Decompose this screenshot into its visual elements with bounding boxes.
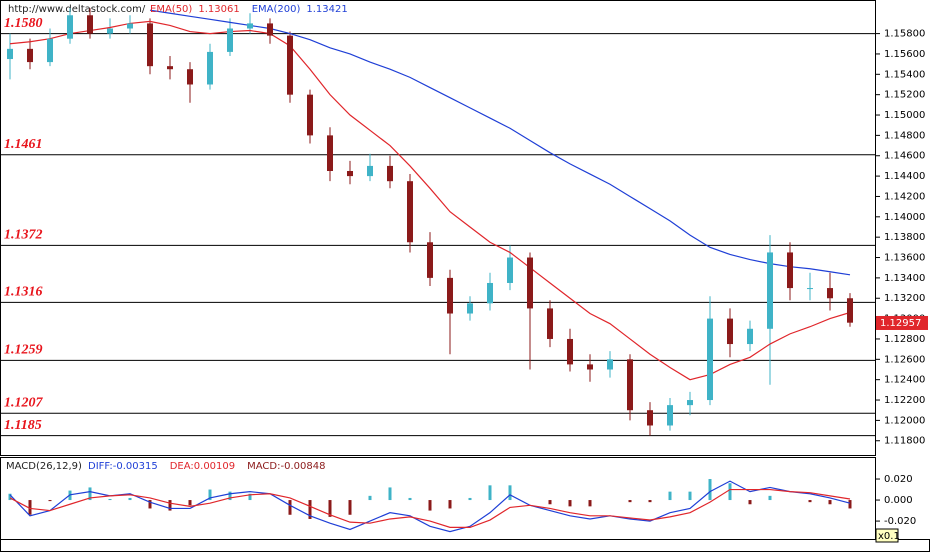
candle-body	[587, 364, 593, 370]
price-frame	[0, 0, 876, 456]
candle-body	[387, 165, 393, 182]
candle-body	[107, 28, 113, 34]
candle-body	[47, 38, 53, 63]
y-tick-label: 1.12800	[884, 334, 925, 345]
candle-body	[347, 171, 353, 177]
candle-body	[67, 15, 73, 39]
y-tick-label: 1.13800	[884, 232, 925, 243]
candle-body	[847, 298, 853, 323]
candle-body	[767, 252, 773, 329]
y-tick-label: 1.12200	[884, 395, 925, 406]
candle-body	[247, 23, 253, 29]
candle-body	[207, 51, 213, 85]
y-tick-label: 1.12400	[884, 375, 925, 386]
y-tick-label: 1.15000	[884, 110, 925, 121]
y-tick-label: 1.14800	[884, 130, 925, 141]
candle-body	[7, 48, 13, 60]
y-tick-label: 1.13400	[884, 273, 925, 284]
level-label: 1.1316	[4, 285, 43, 300]
legend-value: 1.13421	[306, 4, 347, 15]
candle-body	[527, 257, 533, 309]
level-label: 1.1185	[4, 418, 42, 433]
last-price-label: 1.12957	[880, 318, 921, 329]
candle-body	[547, 308, 553, 339]
legend-name: EMA(200)	[252, 4, 301, 15]
legend-value: 1.13061	[198, 4, 239, 15]
y-tick-label: 1.11800	[884, 436, 925, 447]
candle-body	[467, 303, 473, 314]
candle-body	[147, 23, 153, 67]
candle-body	[287, 35, 293, 95]
candle-body	[607, 359, 613, 370]
macd-plot	[8, 479, 852, 533]
legend-entry: DEA:0.00109	[170, 461, 235, 472]
y-tick-label: 1.14200	[884, 191, 925, 202]
candle-body	[807, 288, 813, 290]
source-url: http://www.deltastock.com/	[8, 4, 146, 15]
candle-body	[267, 23, 273, 36]
y-tick-label: 1.14600	[884, 151, 925, 162]
price-plot	[0, 8, 875, 437]
last-price-box	[876, 315, 928, 330]
candle-body	[447, 277, 453, 314]
level-label: 1.1372	[4, 228, 43, 243]
scale-label: x0.1	[878, 531, 900, 542]
candle-body	[307, 94, 313, 136]
candle-body	[507, 257, 513, 283]
y-tick-label: -0.020	[884, 516, 916, 527]
ema-line	[149, 9, 851, 276]
y-tick-label: 1.15800	[884, 29, 925, 40]
candle-body	[167, 66, 173, 70]
y-tick-label: 1.14400	[884, 171, 925, 182]
y-tick-label: 1.15600	[884, 49, 925, 60]
candle-body	[187, 69, 193, 85]
candle-body	[727, 318, 733, 345]
candle-body	[747, 328, 753, 345]
y-tick-label: 1.12600	[884, 354, 925, 365]
candle-body	[427, 242, 433, 278]
candle-body	[127, 23, 133, 29]
y-tick-label: 1.12000	[884, 415, 925, 426]
candle-body	[367, 165, 373, 177]
level-label: 1.1207	[4, 395, 44, 410]
candle-body	[87, 15, 93, 34]
y-tick-label: 0.000	[884, 495, 913, 506]
y-tick-label: 1.13200	[884, 293, 925, 304]
level-label: 1.1461	[4, 137, 43, 152]
candle-body	[407, 181, 413, 243]
candle-body	[27, 48, 33, 63]
candle-body	[227, 28, 233, 52]
macd-line	[9, 488, 851, 528]
level-label: 1.1580	[4, 16, 43, 31]
y-tick-label: 1.14000	[884, 212, 925, 223]
candle-body	[647, 410, 653, 426]
candle-body	[327, 135, 333, 172]
legend-entry: DIFF:-0.00315	[88, 461, 158, 472]
candle-body	[667, 405, 673, 426]
y-tick-label: 1.15200	[884, 90, 925, 101]
candle-body	[687, 400, 693, 406]
macd-line	[9, 480, 851, 533]
candle-body	[567, 338, 573, 365]
y-tick-label: 1.13600	[884, 253, 925, 264]
legend-entry: MACD:-0.00848	[247, 461, 325, 472]
y-tick-label: 0.020	[884, 474, 913, 485]
macd-title: MACD(26,12,9)	[6, 461, 82, 472]
candle-body	[707, 318, 713, 401]
legend-name: EMA(50)	[150, 4, 192, 15]
y-tick-label: 1.15400	[884, 69, 925, 80]
scale-badge	[875, 528, 899, 543]
candle-body	[487, 282, 493, 304]
candle-body	[787, 252, 793, 289]
candle-body	[827, 288, 833, 299]
level-label: 1.1259	[4, 343, 43, 358]
candle-body	[627, 359, 633, 411]
